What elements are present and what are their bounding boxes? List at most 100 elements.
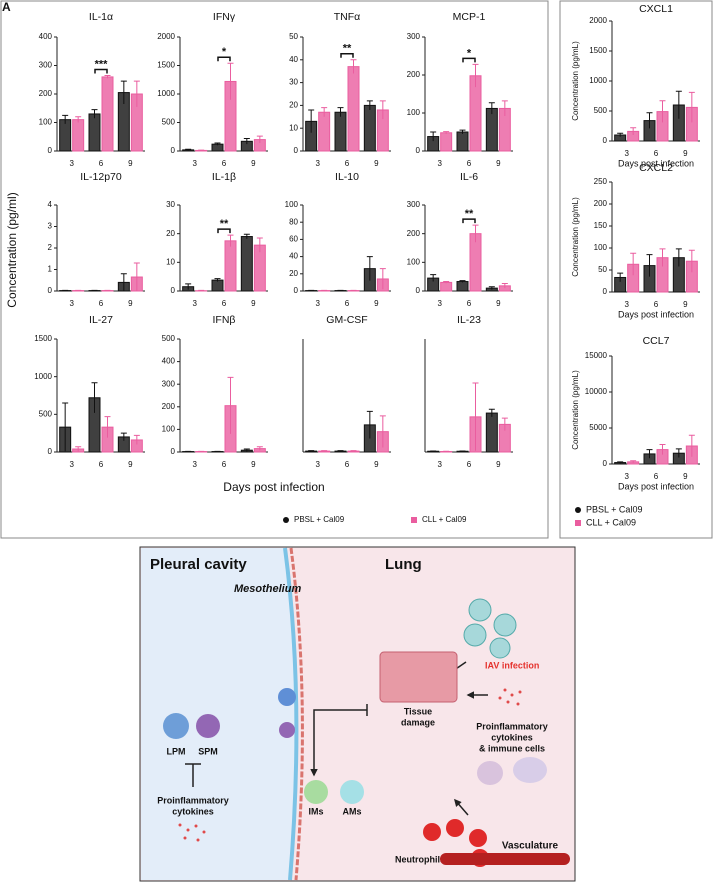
x-tick-label: 3 xyxy=(315,460,320,469)
y-tick-label: 100 xyxy=(285,200,299,209)
y-tick-label: 2000 xyxy=(589,16,607,25)
y-tick-label: 400 xyxy=(162,357,176,366)
x-tick-label: 9 xyxy=(683,472,688,481)
legend-marker xyxy=(283,517,289,523)
x-tick-label: 3 xyxy=(315,159,320,168)
x-tick-label: 3 xyxy=(437,159,442,168)
chart-title: IL-12p70 xyxy=(80,171,122,183)
y-tick-label: 300 xyxy=(162,379,176,388)
y-label: Concentration (pg/mL) xyxy=(571,370,580,450)
cell xyxy=(513,757,547,783)
x-tick-label: 3 xyxy=(69,460,74,469)
y-tick-label: 0 xyxy=(171,146,176,155)
y-tick-label: 50 xyxy=(289,32,298,41)
chart-title: CCL7 xyxy=(643,335,670,347)
spm-cell xyxy=(196,714,220,738)
bar xyxy=(102,77,113,151)
x-label: Days post infection xyxy=(618,481,694,491)
x-tick-label: 9 xyxy=(251,460,256,469)
bar xyxy=(441,133,452,151)
x-tick-label: 3 xyxy=(192,460,197,469)
y-tick-label: 10 xyxy=(289,123,298,132)
error-bar xyxy=(198,150,204,151)
x-tick-label: 6 xyxy=(467,159,472,168)
x-tick-label: 6 xyxy=(345,460,350,469)
y-tick-label: 3 xyxy=(48,222,53,231)
tissue-image xyxy=(380,652,457,702)
x-tick-label: 3 xyxy=(437,460,442,469)
diagram: Pleural cavity Lung Mesothelium IAV infe… xyxy=(140,547,575,881)
legend-marker xyxy=(575,507,581,513)
x-tick-label: 6 xyxy=(99,460,104,469)
legend-label: CLL + Cal09 xyxy=(422,515,467,524)
tissue-label: Tissue xyxy=(404,706,432,716)
significance-label: ** xyxy=(465,208,474,220)
chart-title: IL-23 xyxy=(457,314,481,326)
x-tick-label: 9 xyxy=(374,159,379,168)
x-tick-label: 9 xyxy=(496,159,501,168)
error-bar xyxy=(443,451,449,452)
bar xyxy=(335,112,346,151)
x-tick-label: 3 xyxy=(624,472,629,481)
y-label: Concentration (pg/mL) xyxy=(571,197,580,277)
x-tick-label: 6 xyxy=(222,299,227,308)
vasculature-label: Vasculature xyxy=(502,841,559,852)
significance-label: ** xyxy=(220,218,229,230)
significance-label: * xyxy=(467,47,472,59)
x-tick-label: 9 xyxy=(374,299,379,308)
tissue-label: damage xyxy=(401,717,435,727)
im-cell xyxy=(304,780,328,804)
y-label: Concentration (pg/ml) xyxy=(5,192,19,307)
y-tick-label: 20 xyxy=(166,229,175,238)
y-tick-label: 100 xyxy=(407,257,421,266)
y-tick-label: 0 xyxy=(171,286,176,295)
y-tick-label: 60 xyxy=(289,235,298,244)
lpm-cell xyxy=(163,713,189,739)
y-tick-label: 30 xyxy=(289,78,298,87)
cells-label: & immune cells xyxy=(479,743,545,753)
x-tick-label: 3 xyxy=(69,159,74,168)
error-bar xyxy=(198,290,204,291)
significance-label: *** xyxy=(95,58,109,70)
y-tick-label: 50 xyxy=(598,265,607,274)
x-tick-label: 6 xyxy=(467,299,472,308)
mesothelium-label: Mesothelium xyxy=(234,583,301,595)
x-tick-label: 9 xyxy=(251,299,256,308)
y-tick-label: 20 xyxy=(289,101,298,110)
bar xyxy=(89,114,100,151)
x-tick-label: 9 xyxy=(128,299,133,308)
lung-title: Lung xyxy=(385,556,422,573)
x-tick-label: 9 xyxy=(683,149,688,158)
bar xyxy=(457,282,468,291)
y-tick-label: 0 xyxy=(48,447,53,456)
bar xyxy=(457,132,468,151)
bar xyxy=(364,105,375,151)
y-tick-label: 1000 xyxy=(34,372,52,381)
y-tick-label: 1000 xyxy=(157,89,175,98)
y-tick-label: 0 xyxy=(603,459,608,468)
x-tick-label: 6 xyxy=(222,159,227,168)
y-tick-label: 1500 xyxy=(157,61,175,70)
iav-label: IAV infection xyxy=(485,660,539,670)
y-tick-label: 200 xyxy=(407,70,421,79)
chart-title: IL-1β xyxy=(212,171,236,183)
chart-title: MCP-1 xyxy=(453,11,486,23)
lpm-label: LPM xyxy=(167,746,186,756)
y-tick-label: 0 xyxy=(48,146,53,155)
am-cell xyxy=(340,780,364,804)
x-tick-label: 3 xyxy=(69,299,74,308)
chart-title: IL-1α xyxy=(89,11,113,23)
bar xyxy=(319,112,330,151)
bar xyxy=(241,237,252,291)
y-tick-label: 0 xyxy=(48,286,53,295)
pleural-area xyxy=(141,548,296,880)
chart-title: IFNγ xyxy=(213,11,236,23)
y-tick-label: 1500 xyxy=(34,334,52,343)
bar xyxy=(486,108,497,151)
x-tick-label: 9 xyxy=(683,300,688,309)
legend-label: CLL + Cal09 xyxy=(586,517,636,527)
bar xyxy=(212,280,223,291)
chart-title: TNFα xyxy=(334,11,360,23)
x-tick-label: 3 xyxy=(437,299,442,308)
x-tick-label: 9 xyxy=(496,299,501,308)
